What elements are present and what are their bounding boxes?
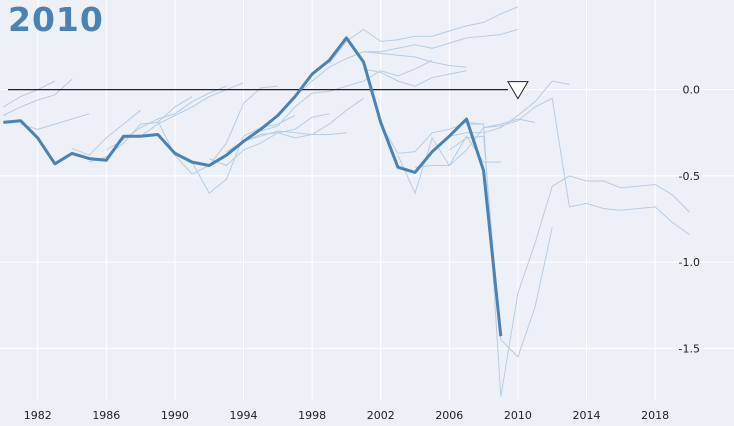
background-series-line (157, 85, 278, 175)
background-series-line (483, 97, 690, 235)
background-series-line (140, 82, 244, 137)
x-tick-label: 2006 (435, 409, 463, 422)
background-series-line (466, 123, 690, 397)
x-axis-ticks: 1982 1986 1990 1994 1998 2002 2006 2010 2014 2018 (24, 409, 669, 422)
background-series-line (328, 6, 519, 65)
x-tick-label: 2010 (504, 409, 532, 422)
background-series-line (431, 80, 570, 151)
x-tick-label: 2002 (367, 409, 395, 422)
x-tick-label: 1994 (230, 409, 258, 422)
background-series-line (209, 113, 330, 167)
background-series-line (449, 135, 553, 358)
reference-line-group (8, 81, 529, 100)
highlight-series-group (3, 36, 503, 337)
background-series-line (397, 118, 536, 195)
x-tick-label: 2018 (641, 409, 669, 422)
reference-triangle-marker (507, 81, 529, 100)
background-series-group (3, 6, 690, 397)
x-tick-label: 1998 (298, 409, 326, 422)
background-series-line (89, 96, 193, 163)
grid-lines (0, 0, 734, 400)
y-tick-label: 0.0 (683, 84, 701, 97)
x-tick-label: 1990 (161, 409, 189, 422)
background-series-line (346, 28, 519, 60)
background-series-line (20, 113, 90, 130)
background-series-line (260, 59, 433, 132)
chart-title: 2010 (8, 0, 104, 39)
y-axis-ticks: 0.0 -0.5 -1.0 -1.5 (679, 84, 700, 356)
background-series-line (71, 109, 141, 156)
x-tick-label: 2014 (573, 409, 601, 422)
y-tick-label: -1.0 (679, 256, 700, 269)
highlight-series-line (3, 36, 503, 337)
background-series-line (363, 68, 467, 87)
y-tick-label: -1.5 (679, 342, 700, 355)
background-series-line (243, 130, 347, 142)
background-series-line (3, 80, 56, 108)
x-tick-label: 1986 (92, 409, 120, 422)
background-series-line (174, 115, 296, 194)
y-tick-label: -0.5 (679, 170, 700, 183)
background-series-line (294, 51, 467, 97)
x-tick-label: 1982 (24, 409, 52, 422)
background-series-line (106, 85, 227, 151)
